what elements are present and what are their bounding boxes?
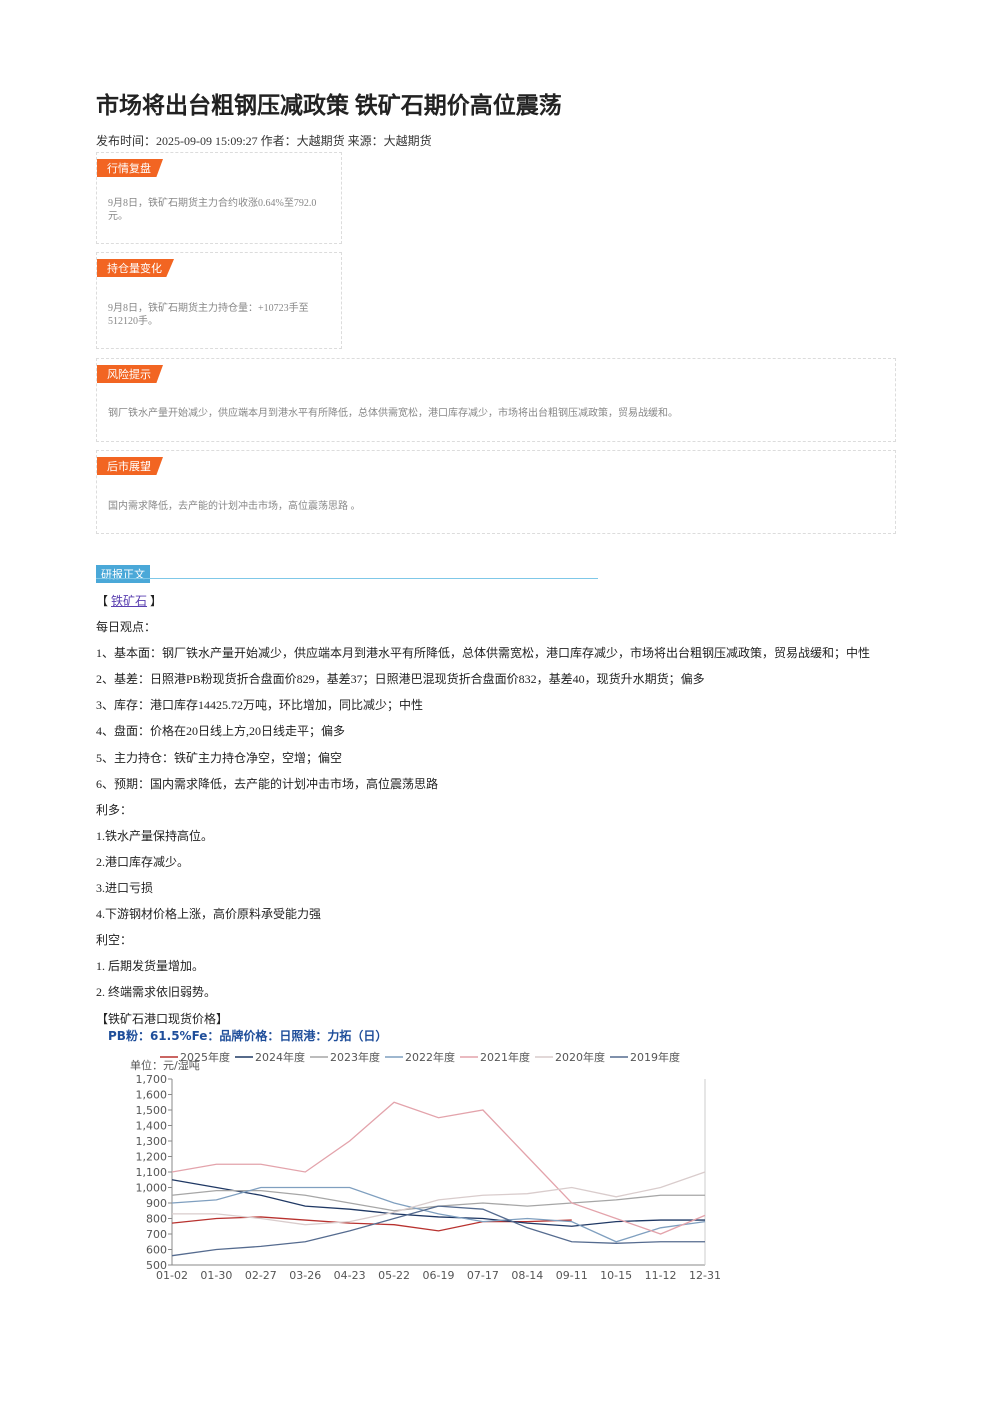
legend-label: 2021年度 xyxy=(480,1050,530,1064)
paragraph: 2、基差：日照港PB粉现货折合盘面价829，基差37；日照港巴混现货折合盘面价8… xyxy=(96,672,705,687)
x-tick-label: 04-23 xyxy=(334,1269,366,1282)
chart-heading: 【铁矿石港口现货价格】 xyxy=(96,1012,229,1026)
y-tick-label: 900 xyxy=(146,1197,167,1210)
x-tick-label: 10-15 xyxy=(600,1269,632,1282)
series-line xyxy=(171,1216,572,1232)
tag-link[interactable]: 铁矿石 xyxy=(111,594,148,608)
legend-label: 2024年度 xyxy=(255,1050,305,1064)
paragraph: 5、主力持仓：铁矿主力持仓净空，空增；偏空 xyxy=(96,750,343,765)
paragraph: 每日观点： xyxy=(96,620,157,634)
y-tick-label: 600 xyxy=(146,1244,167,1257)
paragraph: 3、库存：港口库存14425.72万吨，环比增加，同比减少；中性 xyxy=(96,698,424,713)
section-tag: 持仓量变化 xyxy=(97,259,174,277)
section-text: 9月8日，铁矿石期货主力合约收涨0.64%至792.0元。 xyxy=(108,198,317,222)
legend-label: 2020年度 xyxy=(555,1050,605,1064)
chart: PB粉：61.5%Fe：品牌价格：日照港：力拓（日） 单位：元/湿吨 500 60… xyxy=(108,1028,721,1282)
paragraph: 1.铁水产量保持高位。 xyxy=(96,828,214,843)
x-tick-label: 02-27 xyxy=(245,1269,277,1282)
bracket: 】 xyxy=(150,594,163,608)
series-line xyxy=(171,1186,706,1243)
y-tick-label: 500 xyxy=(146,1259,167,1272)
paragraph: 1、基本面：钢厂铁水产量开始减少，供应端本月到港水平有所降低，总体供需宽松，港口… xyxy=(96,646,871,661)
paragraph: 4、盘面：价格在20日线上方,20日线走平；偏多 xyxy=(96,724,346,739)
y-tick-label: 1,100 xyxy=(136,1166,168,1179)
section-box: 后市展望 国内需求降低，去产能的计划冲击市场，高位震荡思路 。 xyxy=(96,450,896,534)
section-tag: 后市展望 xyxy=(97,457,163,475)
y-tick-label: 1,500 xyxy=(136,1104,168,1117)
article-title: 市场将出台粗钢压减政策 铁矿石期价高位震荡 xyxy=(96,93,562,118)
x-tick-label: 06-19 xyxy=(423,1269,455,1282)
section-tag: 行情复盘 xyxy=(97,159,163,177)
paragraph: 2.港口库存减少。 xyxy=(96,854,190,869)
divider xyxy=(96,578,598,579)
x-tick-label: 09-11 xyxy=(556,1269,588,1282)
paragraph: 3.进口亏损 xyxy=(96,881,154,895)
section-text: 钢厂铁水产量开始减少，供应端本月到港水平有所降低，总体供需宽松，港口库存减少，市… xyxy=(108,408,678,419)
article-meta: 发布时间：2025-09-09 15:09:27 作者：大越期货 来源：大越期货 xyxy=(96,134,432,148)
legend-label: 2025年度 xyxy=(180,1050,230,1064)
legend-label: 2023年度 xyxy=(330,1050,380,1064)
y-tick-label: 1,200 xyxy=(136,1151,168,1164)
x-tick-label: 01-30 xyxy=(200,1269,232,1282)
x-tick-label: 07-17 xyxy=(467,1269,499,1282)
x-tick-label: 11-12 xyxy=(645,1269,677,1282)
section-tag: 风险提示 xyxy=(97,365,163,383)
x-tick-label: 03-26 xyxy=(289,1269,321,1282)
series-line xyxy=(171,1101,706,1235)
section-box: 行情复盘 9月8日，铁矿石期货主力合约收涨0.64%至792.0元。 xyxy=(96,152,342,244)
x-tick-label: 08-14 xyxy=(511,1269,543,1282)
link-line: 【 铁矿石 】 xyxy=(96,592,162,609)
series-line xyxy=(171,1205,705,1257)
bracket: 【 xyxy=(96,594,109,608)
chart-title: PB粉：61.5%Fe：品牌价格：日照港：力拓（日） xyxy=(108,1028,387,1043)
x-tick-label: 05-22 xyxy=(378,1269,410,1282)
y-tick-label: 800 xyxy=(146,1213,167,1226)
section-text: 9月8日，铁矿石期货主力持仓量：+10723手至512120手。 xyxy=(108,303,309,327)
y-tick-label: 1,000 xyxy=(136,1182,168,1195)
y-tick-label: 1,600 xyxy=(136,1089,168,1102)
x-tick-label: 01-02 xyxy=(156,1269,188,1282)
paragraph: 4.下游钢材价格上涨，高价原料承受能力强 xyxy=(96,907,322,922)
paragraph: 2. 终端需求依旧弱势。 xyxy=(96,985,217,1000)
legend-label: 2022年度 xyxy=(405,1050,455,1064)
paragraph: 6、预期：国内需求降低，去产能的计划冲击市场，高位震荡思路 xyxy=(96,776,439,791)
legend-label: 2019年度 xyxy=(630,1050,680,1064)
series-line xyxy=(172,1171,706,1226)
section-text: 国内需求降低，去产能的计划冲击市场，高位震荡思路 。 xyxy=(108,501,361,512)
y-tick-label: 700 xyxy=(146,1228,167,1241)
series-line xyxy=(171,1179,705,1227)
y-tick-label: 1,400 xyxy=(136,1120,168,1133)
report-tag: 研报正文 xyxy=(96,565,150,583)
paragraph: 1. 后期发货量增加。 xyxy=(96,959,205,974)
unit-label: 单位：元/湿吨 xyxy=(130,1058,200,1072)
paragraph: 利多： xyxy=(96,802,133,817)
section-box: 持仓量变化 9月8日，铁矿石期货主力持仓量：+10723手至512120手。 xyxy=(96,252,342,349)
y-tick-label: 1,700 xyxy=(136,1073,168,1086)
x-tick-label: 12-31 xyxy=(689,1269,721,1282)
paragraph: 利空： xyxy=(96,933,133,948)
y-tick-label: 1,300 xyxy=(136,1135,168,1148)
section-box: 风险提示 钢厂铁水产量开始减少，供应端本月到港水平有所降低，总体供需宽松，港口库… xyxy=(96,358,896,442)
